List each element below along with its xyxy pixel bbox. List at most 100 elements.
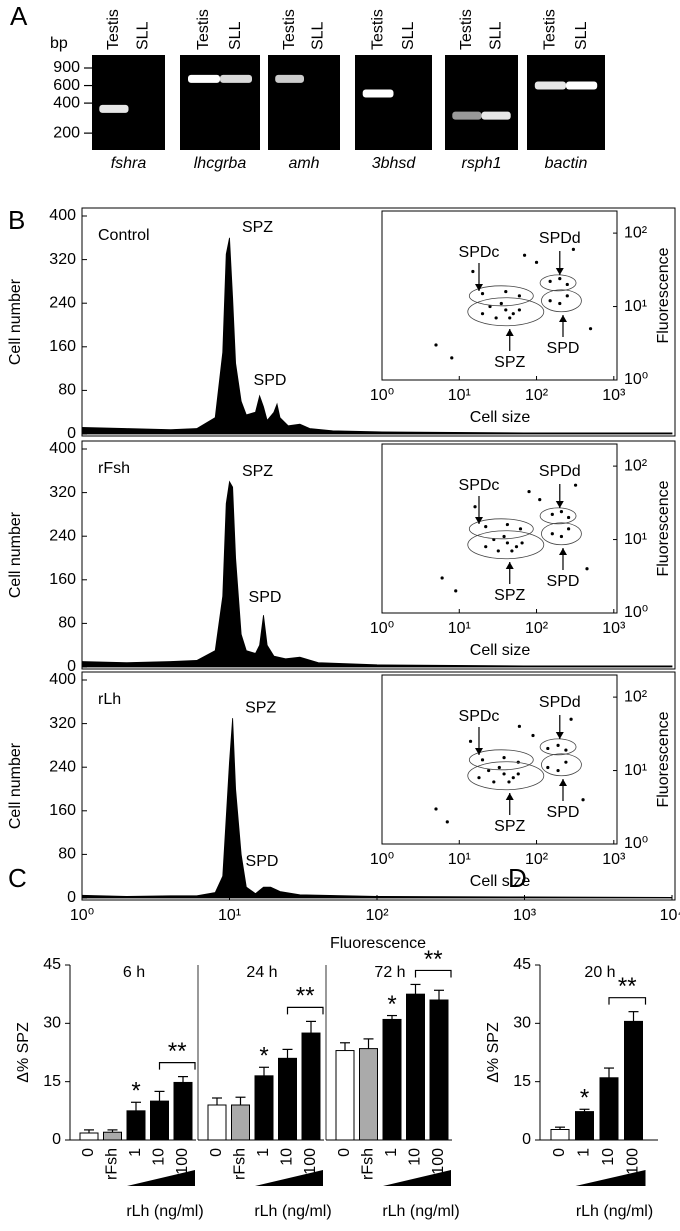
y-tick-label: 15 bbox=[513, 1073, 531, 1090]
category-label: 1 bbox=[576, 1148, 593, 1157]
gate-label: SPDd bbox=[539, 230, 581, 247]
scatter-point bbox=[496, 549, 500, 553]
scatter-point bbox=[450, 356, 454, 360]
inset-x-tick-label: 10⁰ bbox=[370, 387, 394, 404]
scatter-point bbox=[511, 776, 515, 780]
arrow-head bbox=[505, 329, 514, 336]
gene-name: bactin bbox=[545, 155, 588, 172]
scatter-point bbox=[559, 510, 564, 514]
scatter-point bbox=[445, 820, 449, 824]
inset-x-tick-label: 10⁰ bbox=[370, 851, 394, 868]
scatter-point bbox=[504, 308, 508, 312]
lane-label: SLL bbox=[400, 21, 417, 50]
gate-label: SPDc bbox=[459, 708, 500, 725]
x-axis-label: rLh (ng/ml) bbox=[576, 1203, 653, 1220]
bar bbox=[382, 1018, 402, 1141]
inset-frame bbox=[381, 210, 618, 381]
histogram-area bbox=[81, 718, 673, 899]
gel-image bbox=[527, 55, 605, 150]
scatter-point bbox=[566, 527, 571, 531]
scatter-point bbox=[548, 279, 552, 284]
histogram-area bbox=[81, 480, 673, 668]
bracket bbox=[414, 969, 452, 978]
y-tick-label: 240 bbox=[49, 758, 76, 775]
category-label: 1 bbox=[255, 1148, 272, 1157]
bar bbox=[231, 1104, 250, 1141]
scatter-point bbox=[504, 289, 508, 294]
category-label: 100 bbox=[430, 1148, 447, 1175]
scatter-point bbox=[569, 717, 573, 721]
gate bbox=[539, 738, 577, 756]
scatter-point bbox=[468, 739, 473, 743]
y-tick-label: 30 bbox=[43, 1015, 61, 1032]
scatter-point bbox=[514, 545, 519, 549]
gel-band bbox=[362, 89, 394, 98]
scatter-point bbox=[487, 768, 491, 773]
y-axis-label: Δ% SPZ bbox=[485, 1022, 502, 1083]
panel-label: C bbox=[8, 863, 27, 893]
scatter-point bbox=[480, 312, 485, 316]
scatter-point bbox=[434, 807, 438, 811]
category-label: rFsh bbox=[232, 1148, 249, 1180]
y-tick-label: 160 bbox=[49, 802, 76, 819]
gate bbox=[467, 530, 545, 560]
inset-y-tick-label: 10² bbox=[624, 688, 648, 705]
inset-y-tick-label: 10⁰ bbox=[624, 604, 648, 621]
scatter-point bbox=[492, 780, 496, 784]
arrow-head bbox=[474, 517, 483, 524]
scatter-point bbox=[454, 589, 458, 593]
histogram-title: rLh bbox=[98, 691, 121, 708]
inset-x-tick-label: 10¹ bbox=[448, 851, 471, 868]
scatter-point bbox=[550, 512, 554, 517]
lane-label: SLL bbox=[487, 21, 504, 50]
bracket bbox=[286, 1006, 324, 1015]
gel-band bbox=[566, 81, 598, 90]
category-label: 10 bbox=[407, 1148, 424, 1166]
scatter-point bbox=[480, 758, 485, 762]
y-tick-label: 320 bbox=[49, 715, 76, 732]
scatter-point bbox=[471, 269, 475, 274]
arrow-head bbox=[555, 501, 564, 508]
bar bbox=[550, 1129, 570, 1141]
x-axis-label: rLh (ng/ml) bbox=[126, 1203, 203, 1220]
bar bbox=[150, 1100, 169, 1141]
gene-name: 3bhsd bbox=[372, 155, 417, 172]
inset-frame bbox=[381, 443, 618, 614]
inset-x-tick-label: 10³ bbox=[602, 387, 626, 404]
gel-band bbox=[220, 74, 252, 83]
lane-label: Testis bbox=[458, 9, 475, 50]
category-label: rFsh bbox=[104, 1148, 121, 1180]
x-tick-label: 10¹ bbox=[218, 907, 241, 924]
x-axis-label: rLh (ng/ml) bbox=[382, 1203, 459, 1220]
category-label: 0 bbox=[80, 1148, 97, 1157]
scatter-point bbox=[573, 483, 578, 487]
scatter-point bbox=[581, 798, 585, 802]
scatter-point bbox=[571, 247, 576, 252]
arrow-head bbox=[505, 793, 514, 800]
scatter-point bbox=[484, 525, 488, 529]
inset-x-tick-label: 10² bbox=[525, 620, 549, 637]
arrow-head bbox=[474, 284, 483, 291]
x-axis-label: Fluorescence bbox=[330, 935, 426, 952]
scatter-point bbox=[517, 294, 521, 298]
scatter-point bbox=[564, 760, 568, 764]
scatter-point bbox=[507, 780, 511, 784]
y-tick-label: 160 bbox=[49, 571, 76, 588]
bar bbox=[103, 1131, 122, 1141]
y-tick-label: 160 bbox=[49, 338, 76, 355]
annotation: SPZ bbox=[245, 699, 276, 716]
scatter-point bbox=[556, 743, 560, 748]
scatter-point bbox=[516, 772, 520, 776]
gel-band bbox=[129, 105, 158, 113]
scatter-point bbox=[494, 316, 498, 320]
plot-frame bbox=[81, 440, 676, 670]
gate bbox=[541, 753, 582, 777]
category-label: 0 bbox=[208, 1148, 225, 1157]
inset-y-label: Fluorescence bbox=[655, 247, 672, 343]
inset-x-tick-label: 10² bbox=[525, 851, 549, 868]
bar bbox=[624, 1020, 643, 1141]
bar bbox=[126, 1110, 146, 1141]
gate-label: SPZ bbox=[494, 587, 525, 604]
annotation: SPD bbox=[246, 853, 279, 870]
scatter-point bbox=[520, 541, 524, 545]
